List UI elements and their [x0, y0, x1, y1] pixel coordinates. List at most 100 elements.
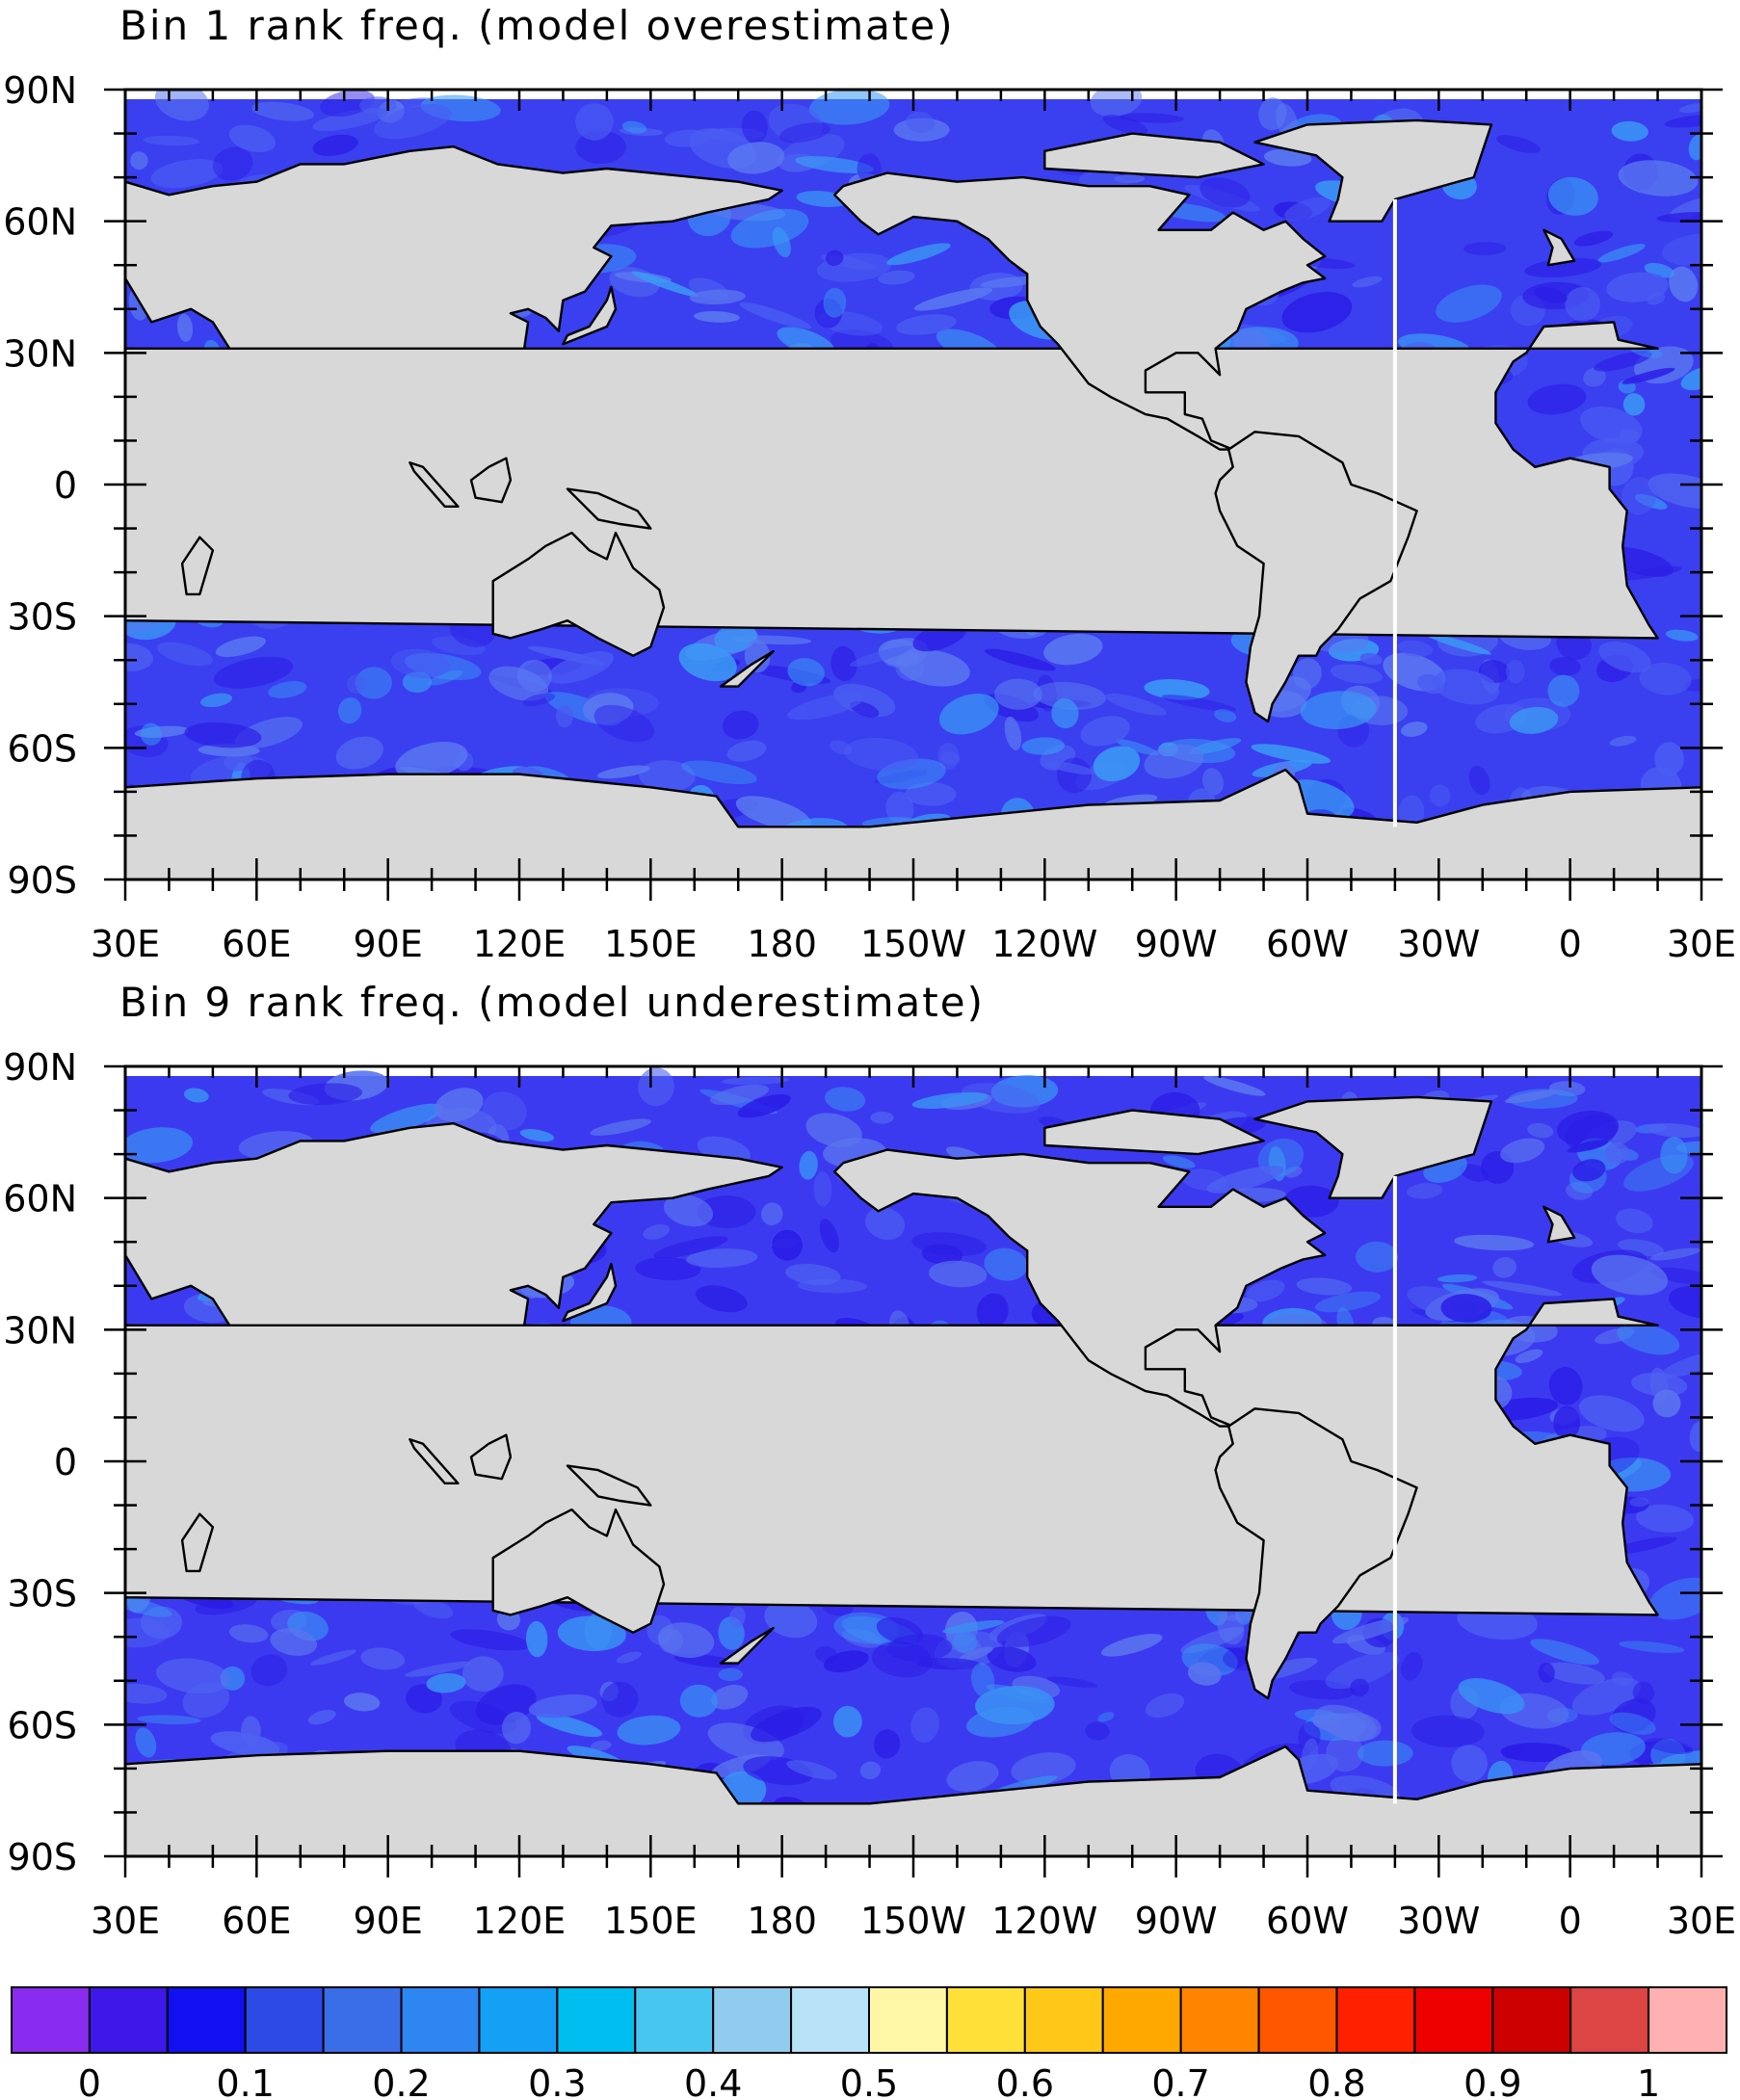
land-masses	[125, 1095, 1701, 1856]
lon-tick-label: 0	[1559, 923, 1582, 965]
lon-tick-label: 150E	[604, 1900, 698, 1942]
lon-tick-label: 150E	[604, 923, 698, 965]
colorbar-label: 0.1	[216, 2062, 274, 2100]
land-sumatra	[409, 1438, 460, 1484]
lat-axis: 90N 60N 30N 0 30S 60S 90S	[3, 1046, 1723, 1878]
lon-tick-label: 90E	[353, 1900, 422, 1942]
colorbar-swatch	[400, 1986, 481, 2054]
lon-tick-label: 90E	[353, 923, 422, 965]
land-antarctica	[125, 768, 1701, 879]
colorbar-label: 0.2	[372, 2062, 430, 2100]
lon-tick-label: 120E	[473, 1900, 567, 1942]
lon-tick-label: 60E	[222, 1900, 291, 1942]
colorbar-swatch	[790, 1986, 871, 2054]
lon-tick-label: 180	[747, 923, 817, 965]
lat-tick-label: 30S	[8, 596, 77, 639]
land-japan	[562, 1262, 618, 1323]
colorbar-swatch	[556, 1986, 637, 2054]
colorbar-label: 0.6	[996, 2062, 1054, 2100]
ocean-field	[125, 1066, 1701, 1856]
colorbar: 0 0.1 0.2 0.3 0.4 0.5 0.6 0.7 0.8 0.9 1	[11, 1986, 1727, 2100]
lon-tick-label: 180	[747, 1900, 817, 1942]
colorbar-label: 0.4	[684, 2062, 742, 2100]
ocean-field	[125, 90, 1701, 879]
colorbar-swatch	[166, 1986, 247, 2054]
land-samerica	[1214, 431, 1418, 723]
colorbar-swatch	[1335, 1986, 1416, 2054]
lon-tick-label: 30W	[1397, 923, 1480, 965]
colorbar-label: 0.5	[840, 2062, 898, 2100]
lon-tick-label: 90W	[1135, 1900, 1218, 1942]
land-madagascar	[180, 536, 215, 596]
colorbar-swatch	[868, 1986, 948, 2054]
lat-tick-label: 30S	[8, 1573, 77, 1615]
land-japan	[562, 285, 618, 346]
lat-tick-label: 60S	[8, 1704, 77, 1746]
land-newguinea	[566, 1464, 652, 1507]
lat-tick-label: 60N	[3, 1178, 77, 1221]
colorbar-swatch	[1179, 1986, 1260, 2054]
colorbar-swatch	[11, 1986, 91, 2054]
land-namerica	[833, 1148, 1327, 1428]
panel-title: Bin 1 rank freq. (model overestimate)	[119, 2, 955, 49]
land-arcticIsl	[1043, 132, 1265, 179]
colorbar-swatch	[244, 1986, 325, 2054]
colorbar-swatch	[1569, 1986, 1650, 2054]
land-sumatra	[409, 461, 460, 508]
land-africaWest	[125, 321, 1659, 640]
colorbar-swatch	[88, 1986, 169, 2054]
colorbar-swatch	[1257, 1986, 1338, 2054]
colorbar-swatch	[322, 1986, 403, 2054]
lat-tick-label: 90S	[8, 1836, 77, 1878]
land-australia	[491, 1508, 666, 1634]
lon-tick-label: 120W	[991, 1900, 1097, 1942]
land-madagascar	[180, 1512, 215, 1573]
lon-tick-label: 150W	[860, 1900, 966, 1942]
lat-tick-label: 0	[54, 1441, 77, 1483]
lon-tick-label: 150W	[860, 923, 966, 965]
lon-tick-label: 30W	[1397, 1900, 1480, 1942]
colorbar-swatch	[1491, 1986, 1572, 2054]
colorbar-label: 0.3	[528, 2062, 586, 2100]
land-uk	[1542, 1205, 1576, 1244]
colorbar-swatch	[1023, 1986, 1104, 2054]
land-masses	[125, 118, 1701, 879]
lat-tick-label: 60S	[8, 727, 77, 770]
lon-tick-label: 30E	[1667, 1900, 1736, 1942]
map-panel-2: Bin 9 rank freq. (model underestimate) 30…	[3, 979, 1736, 1942]
lat-tick-label: 30N	[3, 1309, 77, 1352]
lat-tick-label: 30N	[3, 332, 77, 375]
lat-tick-label: 60N	[3, 201, 77, 244]
land-arcticIsl	[1043, 1109, 1265, 1156]
lat-tick-label: 90N	[3, 1046, 77, 1089]
colorbar-label: 1	[1637, 2062, 1660, 2100]
colorbar-label: 0	[78, 2062, 101, 2100]
lon-tick-label: 90W	[1135, 923, 1218, 965]
land-antarctica	[125, 1745, 1701, 1856]
panel-title: Bin 9 rank freq. (model underestimate)	[119, 979, 985, 1026]
lat-axis: 90N 60N 30N 0 30S 60S 90S	[3, 69, 1723, 902]
land-uk	[1542, 228, 1576, 267]
land-newguinea	[566, 487, 652, 530]
lat-tick-label: 90S	[8, 859, 77, 902]
land-africaWest	[125, 1298, 1659, 1616]
land-samerica	[1214, 1407, 1418, 1700]
colorbar-swatch	[1648, 1986, 1727, 2054]
lon-tick-label: 120W	[991, 923, 1097, 965]
land-australia	[491, 531, 666, 657]
lon-tick-label: 60W	[1266, 1900, 1349, 1942]
lon-tick-label: 60E	[222, 923, 291, 965]
lat-tick-label: 90N	[3, 69, 77, 112]
land-nzealand	[719, 649, 775, 688]
lon-tick-label: 30E	[1667, 923, 1736, 965]
colorbar-swatch	[634, 1986, 715, 2054]
colorbar-swatch	[712, 1986, 793, 2054]
lon-tick-label: 0	[1559, 1900, 1582, 1942]
lon-axis: 30E 60E 90E 120E 150E 180 150W 120W 90W 60W 30W 0 30…	[91, 1066, 1736, 1942]
lon-tick-label: 120E	[473, 923, 567, 965]
lon-tick-label: 30E	[91, 1900, 160, 1942]
land-borneo	[469, 457, 513, 504]
land-nzealand	[719, 1626, 775, 1665]
colorbar-label: 0.9	[1463, 2062, 1521, 2100]
